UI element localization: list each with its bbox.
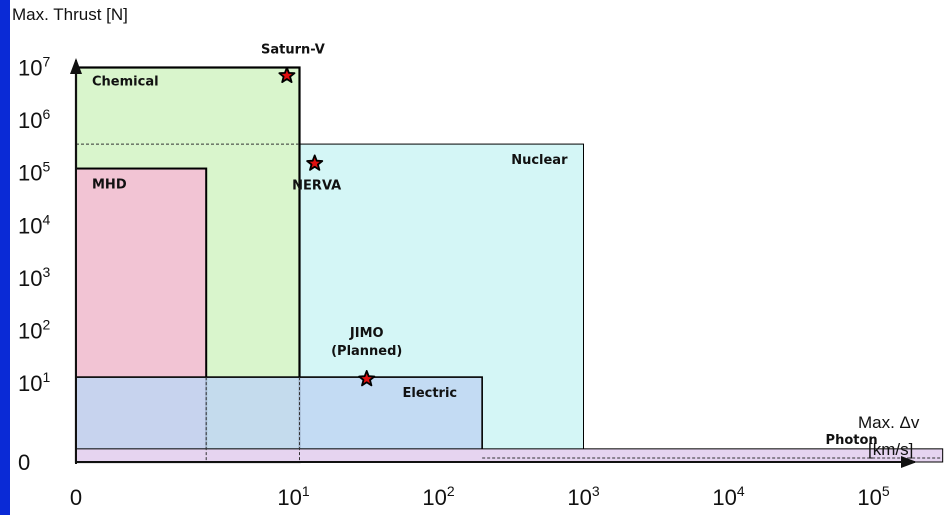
x-axis-label: Max. Δv bbox=[858, 413, 920, 432]
y-tick-label: 102 bbox=[18, 317, 50, 344]
mission-star-saturn-v bbox=[278, 66, 296, 83]
region-electric bbox=[75, 376, 483, 463]
y-tick-label: 107 bbox=[18, 54, 50, 81]
chart-panel: Nuclear Chemical MHD Electric Photon Saturn-… bbox=[10, 0, 947, 515]
x-tick-label: 102 bbox=[422, 483, 454, 510]
y-axis-label: Max. Thrust [N] bbox=[12, 5, 128, 24]
region-label-mhd: MHD bbox=[92, 178, 127, 193]
mission-label-nerva: NERVA bbox=[292, 178, 341, 193]
x-tick-label: 0 bbox=[70, 485, 82, 510]
mission-label-saturn-v: Saturn-V bbox=[261, 43, 325, 58]
x-axis-unit: [km/s] bbox=[868, 440, 913, 459]
x-tick-label: 105 bbox=[857, 483, 889, 510]
x-tick-label: 104 bbox=[712, 483, 744, 510]
region-label-photon: Photon bbox=[826, 433, 878, 448]
y-tick-label: 106 bbox=[18, 106, 50, 133]
region-label-electric: Electric bbox=[402, 386, 457, 401]
mission-star-jimo bbox=[358, 370, 376, 387]
region-label-nuclear: Nuclear bbox=[511, 153, 568, 168]
y-tick-label: 104 bbox=[18, 211, 50, 238]
y-tick-label: 105 bbox=[18, 159, 50, 186]
y-tick-label: 103 bbox=[18, 264, 50, 291]
mission-label-jimo: JIMO bbox=[349, 326, 384, 341]
mission-star-nerva bbox=[306, 154, 324, 171]
y-tick-label: 101 bbox=[18, 369, 50, 396]
y-tick-label: 0 bbox=[18, 450, 30, 475]
region-label-chemical: Chemical bbox=[92, 75, 159, 90]
x-tick-label: 103 bbox=[567, 483, 599, 510]
x-tick-label: 101 bbox=[277, 483, 309, 510]
mission-note-jimo: (Planned) bbox=[331, 344, 402, 359]
propulsion-chart: Nuclear Chemical MHD Electric Photon Saturn-… bbox=[12, 5, 944, 510]
